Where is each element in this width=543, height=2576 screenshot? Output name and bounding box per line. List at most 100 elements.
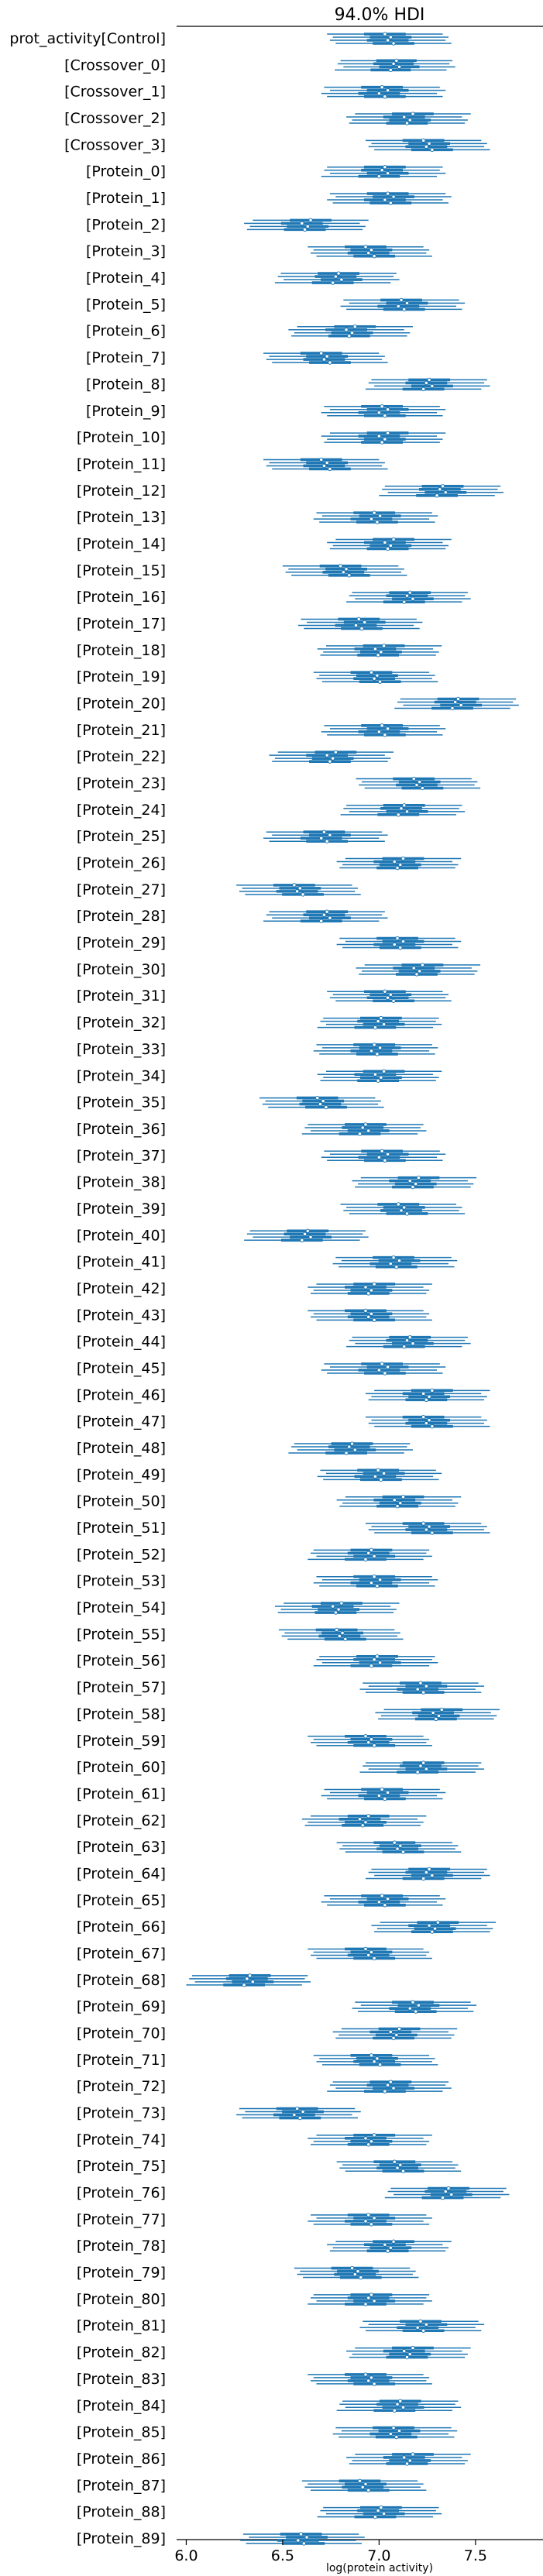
point-estimate <box>413 1181 418 1187</box>
y-tick-label: [Protein_28] <box>77 908 166 925</box>
point-estimate <box>328 759 332 764</box>
point-estimate <box>321 829 327 834</box>
point-estimate <box>385 38 390 43</box>
point-estimate <box>394 1264 399 1269</box>
point-estimate <box>407 2458 412 2463</box>
point-estimate <box>385 1897 390 1901</box>
point-estimate <box>302 227 308 232</box>
forest-row <box>288 325 413 338</box>
point-estimate <box>430 1530 435 1535</box>
point-estimate <box>391 998 396 1003</box>
point-estimate <box>388 543 394 548</box>
point-estimate <box>369 1547 374 1553</box>
point-estimate <box>347 1444 352 1449</box>
point-estimate <box>404 809 410 814</box>
y-tick-label: [Protein_21] <box>77 722 166 739</box>
point-estimate <box>369 1949 374 1955</box>
forest-row <box>359 1760 485 1774</box>
forest-row <box>394 696 519 711</box>
forest-row <box>321 1149 446 1163</box>
forest-row <box>308 2293 432 2306</box>
point-estimate <box>396 1202 400 1207</box>
point-estimate <box>359 626 364 631</box>
forest-row <box>263 909 388 923</box>
point-estimate <box>383 733 387 737</box>
point-estimate <box>349 331 355 335</box>
point-estimate <box>372 2382 376 2386</box>
point-estimate <box>381 1022 387 1027</box>
y-tick-label: [Protein_53] <box>77 1573 166 1590</box>
y-tick-label: [Protein_79] <box>77 2265 166 2282</box>
point-estimate <box>383 32 387 36</box>
forest-row <box>321 404 446 418</box>
forest-row <box>297 617 423 631</box>
forest-row <box>259 1095 384 1110</box>
point-estimate <box>380 168 384 173</box>
forest-row <box>317 644 442 658</box>
point-estimate <box>411 776 416 781</box>
forest-row <box>327 2080 452 2093</box>
point-estimate <box>363 245 368 249</box>
point-estimate <box>414 972 419 977</box>
y-tick-label: [Protein_80] <box>77 2291 166 2308</box>
point-estimate <box>453 699 458 705</box>
forest-row <box>274 271 400 285</box>
point-estimate <box>363 2219 368 2224</box>
point-estimate <box>366 2213 371 2217</box>
point-estimate <box>407 1334 412 1340</box>
point-estimate <box>404 1211 410 1216</box>
point-estimate <box>388 2029 394 2035</box>
point-estimate <box>420 785 425 791</box>
point-estimate <box>421 2328 426 2333</box>
point-estimate <box>383 989 387 994</box>
point-estimate <box>399 297 404 303</box>
point-estimate <box>388 67 394 73</box>
point-estimate <box>381 2511 387 2516</box>
point-estimate <box>436 1713 442 1719</box>
point-estimate <box>413 2009 418 2014</box>
point-estimate <box>363 1122 368 1127</box>
point-estimate <box>372 1575 376 1579</box>
forest-row <box>313 2053 438 2067</box>
point-estimate <box>372 2299 376 2303</box>
point-estimate <box>394 58 399 64</box>
y-tick-label: [Protein_58] <box>77 1705 166 1722</box>
point-estimate <box>372 676 376 681</box>
y-tick-label: [Protein_5] <box>86 296 166 313</box>
point-estimate <box>391 537 396 542</box>
point-estimate <box>245 1977 249 1981</box>
point-estimate <box>369 2375 374 2380</box>
point-estimate <box>438 487 442 492</box>
point-estimate <box>407 2006 412 2011</box>
point-estimate <box>360 2485 365 2489</box>
point-estimate <box>250 1980 256 1984</box>
point-estimate <box>416 1175 421 1180</box>
point-estimate <box>417 969 422 974</box>
point-estimate <box>376 2508 380 2513</box>
point-estimate <box>366 1291 371 1296</box>
y-tick-label: [Protein_76] <box>77 2185 166 2202</box>
y-tick-label: [Protein_74] <box>77 2131 166 2148</box>
point-estimate <box>294 889 300 894</box>
point-estimate <box>388 201 394 205</box>
point-estimate <box>383 540 387 545</box>
point-estimate <box>379 2505 383 2510</box>
point-estimate <box>407 118 412 122</box>
point-estimate <box>402 1344 407 1349</box>
forest-row <box>327 989 452 1003</box>
point-estimate <box>411 2000 415 2004</box>
point-estimate <box>383 94 387 99</box>
point-estimate <box>336 1607 341 1612</box>
point-estimate <box>363 2302 368 2306</box>
forest-row <box>308 1282 432 1296</box>
forest-row <box>236 2106 361 2121</box>
point-estimate <box>411 112 415 116</box>
point-estimate <box>416 2003 421 2008</box>
point-estimate <box>427 1923 431 1928</box>
point-estimate <box>421 1760 426 1765</box>
point-estimate <box>377 513 383 518</box>
point-estimate <box>432 1926 438 1931</box>
point-estimate <box>301 2541 307 2546</box>
y-tick-label: [Protein_88] <box>77 2504 166 2521</box>
point-estimate <box>383 414 387 418</box>
